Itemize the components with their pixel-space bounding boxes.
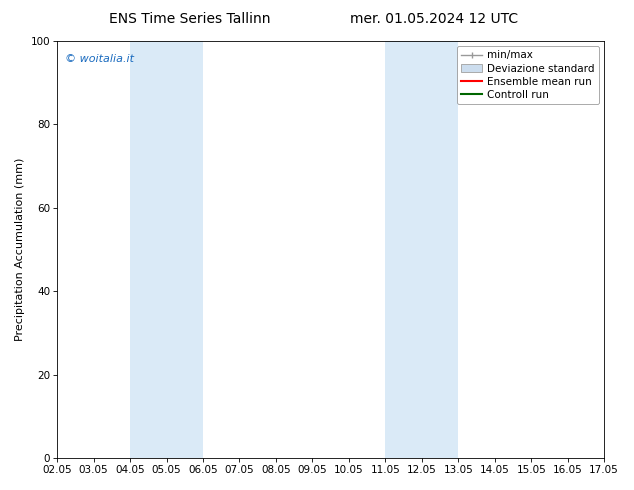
Bar [130,41,203,458]
Legend: min/max, Deviazione standard, Ensemble mean run, Controll run: min/max, Deviazione standard, Ensemble m… [457,46,599,104]
Bar [385,41,458,458]
Text: ENS Time Series Tallinn: ENS Time Series Tallinn [110,12,271,26]
Y-axis label: Precipitation Accumulation (mm): Precipitation Accumulation (mm) [15,158,25,341]
Text: © woitalia.it: © woitalia.it [65,53,134,64]
Text: mer. 01.05.2024 12 UTC: mer. 01.05.2024 12 UTC [350,12,519,26]
